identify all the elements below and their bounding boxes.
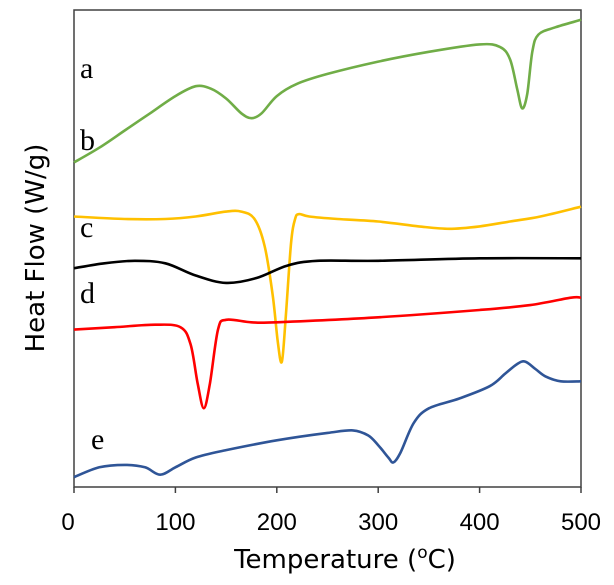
- series-line-e: [73, 360, 582, 479]
- x-tick-label: 400: [460, 509, 500, 536]
- x-tick-label: 500: [561, 509, 601, 536]
- series-line-d: [73, 295, 582, 410]
- series-line-a: [73, 18, 582, 164]
- plot-frame: [73, 9, 582, 488]
- series-line-b: [73, 205, 582, 364]
- series-label-e: e: [91, 423, 104, 456]
- series-line-c: [73, 256, 582, 285]
- x-tick-label: 0: [61, 509, 74, 536]
- series-label-c: c: [80, 211, 93, 244]
- series-label-a: a: [80, 52, 93, 85]
- x-tick-label: 200: [257, 509, 297, 536]
- series-label-d: d: [80, 277, 95, 310]
- series-label-b: b: [80, 124, 95, 157]
- x-tick-label: 300: [358, 509, 398, 536]
- x-axis-title: Temperature (oC): [233, 543, 456, 575]
- x-tick-label: 100: [155, 509, 195, 536]
- y-axis-title: Heat Flow (W/g): [21, 144, 51, 353]
